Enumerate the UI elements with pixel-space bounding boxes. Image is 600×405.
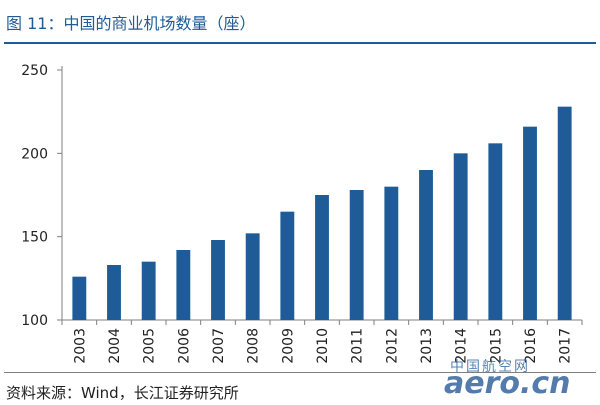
x-tick-label: 2010 [315,328,331,364]
bar-2004 [107,265,121,320]
y-axis: 100 150 200 250 [21,63,63,329]
x-tick-label: 2009 [280,328,296,364]
watermark-logo: 中国航空网 aero.cn [440,356,596,402]
x-tick-label: 2005 [142,328,158,364]
bar-2016 [523,126,537,321]
x-tick-label: 2011 [350,328,366,364]
y-tick-label: 200 [21,146,48,162]
title-rule [4,42,596,44]
bar-2010 [315,195,329,320]
bar-2009 [280,211,295,320]
x-tick-label: 2007 [211,328,227,364]
bar-2015 [488,143,503,320]
bar-2003 [72,276,87,320]
y-tick-label: 150 [21,230,48,246]
x-tick-label: 2015 [488,328,504,364]
x-tick-label: 2014 [454,328,470,364]
bar-2006 [176,250,191,320]
y-tick-label: 100 [21,313,48,329]
x-axis [61,319,583,325]
source-note: 资料来源：Wind，长江证券研究所 [6,384,239,402]
bar-2008 [245,233,260,320]
watermark-text-cn: 中国航空网 [450,359,530,375]
bar-2014 [453,153,468,320]
x-tick-label: 2016 [523,328,539,364]
bar-2017 [557,106,572,320]
y-tick-label: 250 [21,63,48,79]
bar-2007 [211,240,225,320]
x-tick-labels: 2003 2004 2005 2006 2007 2008 2009 2010 2011 2012… [72,328,573,364]
bar-2011 [349,190,364,320]
watermark-text-en: aero.cn [444,366,571,401]
bar-2005 [141,261,156,320]
x-tick-label: 2017 [558,328,574,364]
bars [72,106,572,321]
x-tick-label: 2013 [419,328,435,364]
x-tick-label: 2006 [176,328,192,364]
figure-title: 图 11：中国的商业机场数量（座） [6,14,256,33]
bottom-rule [4,372,596,373]
bar-2013 [419,170,433,320]
x-tick-label: 2008 [246,328,262,364]
bar-2012 [384,186,399,320]
x-tick-label: 2003 [72,328,88,364]
x-tick-label: 2004 [107,328,123,364]
x-tick-label: 2012 [384,328,400,364]
